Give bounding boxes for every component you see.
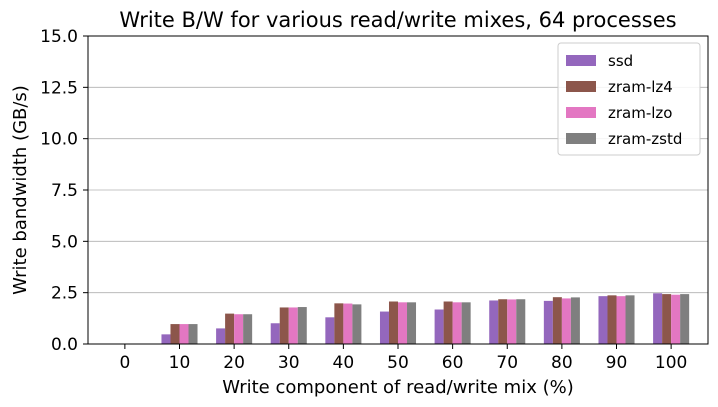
bar-zram-lz4 bbox=[552, 297, 562, 344]
y-tick-label: 7.5 bbox=[51, 181, 78, 201]
bar-zram-lz4 bbox=[279, 307, 289, 344]
bar-zram-lz4 bbox=[443, 301, 453, 344]
x-tick-label: 20 bbox=[223, 353, 245, 373]
bar-zram-zstd bbox=[243, 314, 253, 344]
x-axis-label: Write component of read/write mix (%) bbox=[222, 377, 574, 398]
x-tick-label: 50 bbox=[387, 353, 409, 373]
y-axis-ticks: 0.0 2.5 5.0 7.5 10.0 12.5 15.0 bbox=[40, 27, 88, 355]
bar-ssd bbox=[379, 311, 389, 344]
bar-zram-zstd bbox=[407, 302, 417, 344]
bar-zram-zstd bbox=[461, 302, 471, 344]
bar-zram-lzo bbox=[561, 298, 571, 344]
bar-zram-zstd bbox=[188, 324, 198, 344]
bar-zram-lz4 bbox=[334, 303, 344, 344]
bar-ssd bbox=[434, 309, 444, 344]
y-tick-label: 5.0 bbox=[51, 232, 78, 252]
bars-layer bbox=[161, 293, 690, 344]
legend: ssd zram-lz4 zram-lzo zram-zstd bbox=[557, 42, 701, 156]
legend-swatch bbox=[566, 107, 596, 118]
bar-ssd bbox=[598, 296, 608, 344]
legend-label: ssd bbox=[608, 52, 633, 70]
bar-zram-zstd bbox=[352, 304, 362, 344]
x-tick-label: 70 bbox=[496, 353, 518, 373]
bar-zram-lzo bbox=[234, 314, 244, 344]
bar-zram-lzo bbox=[616, 296, 626, 344]
x-tick-label: 60 bbox=[442, 353, 464, 373]
bar-zram-lz4 bbox=[388, 301, 398, 344]
bar-zram-lzo bbox=[452, 302, 462, 344]
x-tick-label: 0 bbox=[119, 353, 130, 373]
bar-zram-lz4 bbox=[607, 295, 617, 344]
legend-label: zram-lzo bbox=[608, 104, 672, 122]
bar-zram-lz4 bbox=[170, 324, 180, 344]
y-tick-label: 15.0 bbox=[40, 27, 78, 47]
bar-zram-lz4 bbox=[225, 313, 235, 344]
bar-zram-zstd bbox=[297, 307, 307, 344]
chart-title: Write B/W for various read/write mixes, … bbox=[119, 8, 676, 32]
x-tick-label: 40 bbox=[333, 353, 355, 373]
bar-ssd bbox=[653, 293, 663, 344]
x-tick-label: 100 bbox=[655, 353, 687, 373]
y-tick-label: 10.0 bbox=[40, 130, 78, 150]
y-tick-label: 12.5 bbox=[40, 78, 78, 98]
bar-zram-lzo bbox=[507, 299, 517, 344]
bar-ssd bbox=[489, 300, 499, 344]
bar-zram-lz4 bbox=[662, 294, 672, 344]
x-tick-label: 10 bbox=[169, 353, 191, 373]
y-axis-label: Write bandwidth (GB/s) bbox=[10, 85, 31, 295]
bar-zram-zstd bbox=[680, 294, 690, 344]
y-tick-label: 0.0 bbox=[51, 335, 78, 355]
bar-ssd bbox=[216, 328, 226, 344]
bar-ssd bbox=[161, 334, 171, 344]
bar-ssd bbox=[325, 317, 335, 344]
x-tick-label: 80 bbox=[551, 353, 573, 373]
legend-swatch bbox=[566, 81, 596, 92]
legend-label: zram-zstd bbox=[608, 130, 682, 148]
bar-zram-lzo bbox=[343, 303, 353, 344]
bar-ssd bbox=[543, 300, 553, 344]
legend-box bbox=[557, 42, 701, 156]
x-axis-ticks: 0 10 20 30 40 50 60 70 80 90 100 bbox=[119, 344, 687, 373]
legend-label: zram-lz4 bbox=[608, 78, 673, 96]
bar-ssd bbox=[270, 323, 280, 344]
bar-zram-zstd bbox=[516, 299, 526, 344]
y-tick-label: 2.5 bbox=[51, 284, 78, 304]
x-tick-label: 90 bbox=[606, 353, 628, 373]
x-tick-label: 30 bbox=[278, 353, 300, 373]
bar-zram-lzo bbox=[398, 302, 408, 344]
bar-zram-zstd bbox=[625, 295, 635, 344]
bar-zram-lzo bbox=[179, 324, 189, 344]
bar-zram-lz4 bbox=[498, 299, 508, 344]
bar-zram-lzo bbox=[671, 294, 681, 344]
legend-swatch bbox=[566, 133, 596, 144]
legend-swatch bbox=[566, 55, 596, 66]
bar-zram-lzo bbox=[288, 307, 298, 344]
bar-zram-zstd bbox=[570, 297, 580, 344]
